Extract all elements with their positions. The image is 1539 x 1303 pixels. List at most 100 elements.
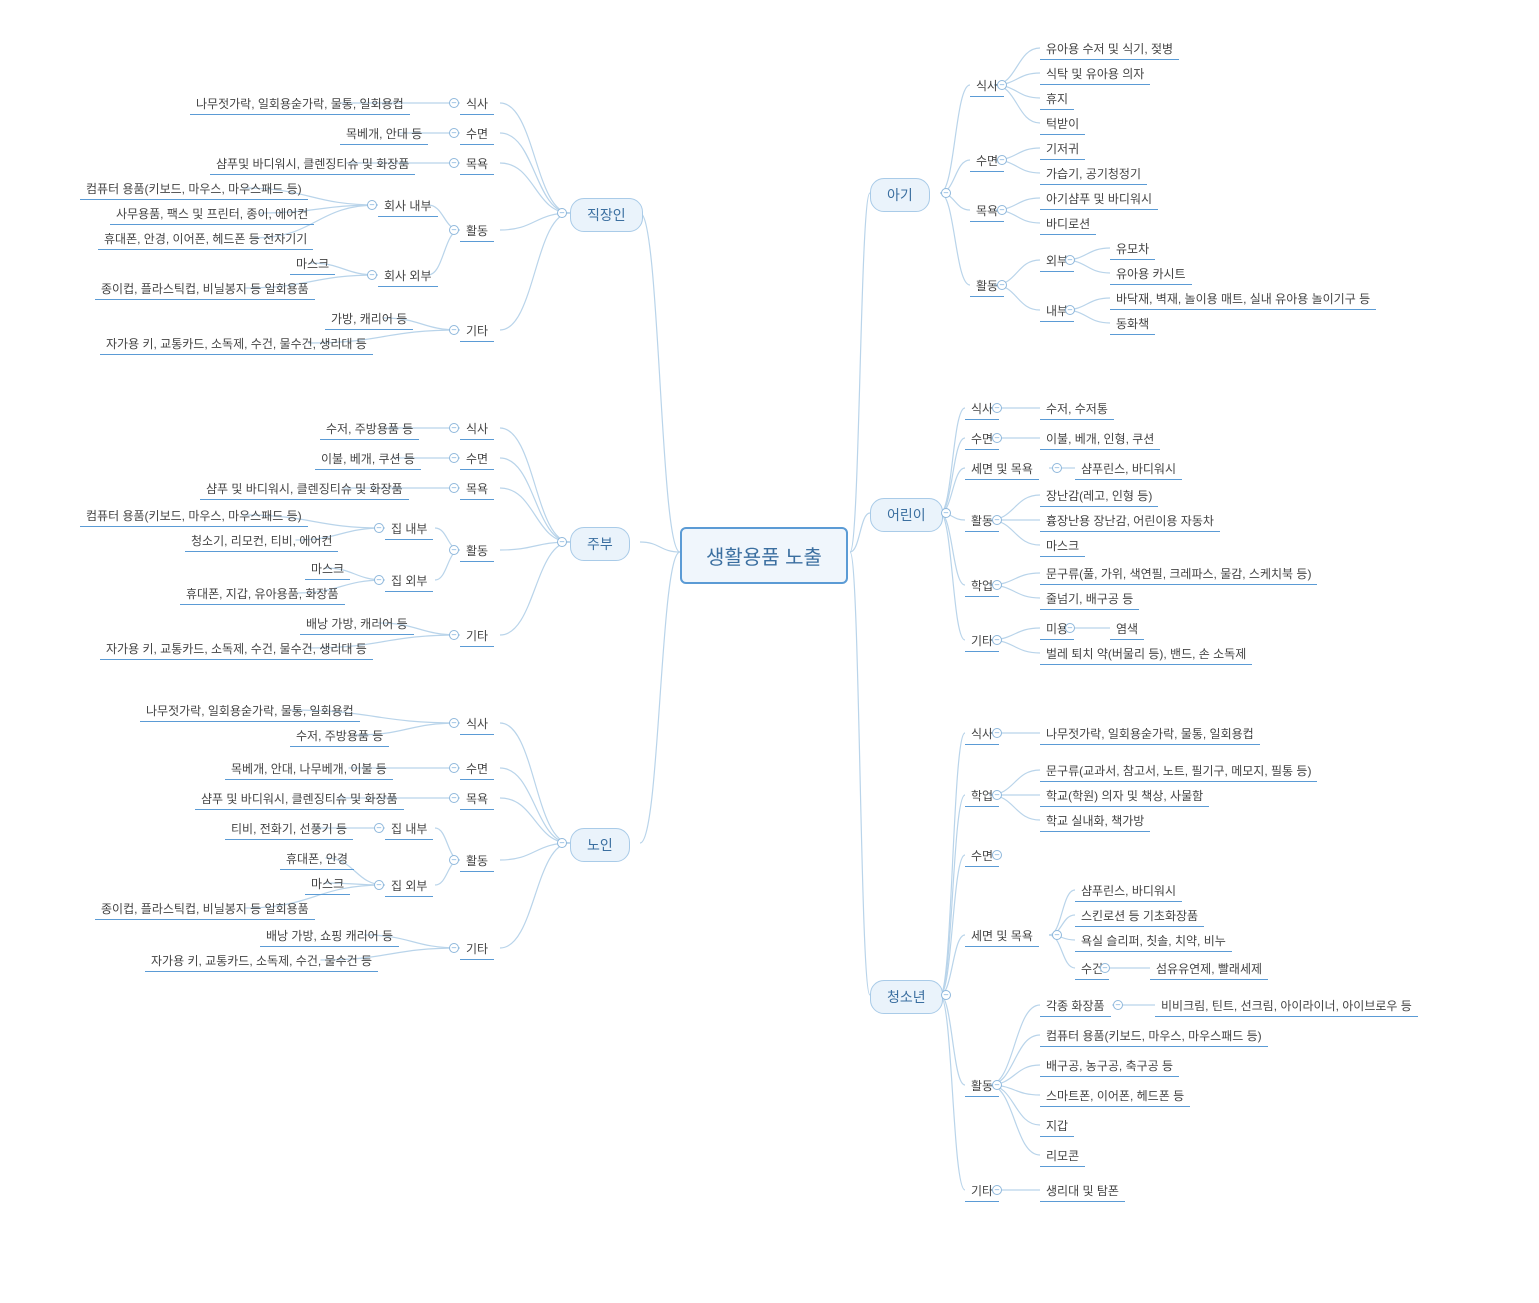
collapse-toggle[interactable]: –	[992, 580, 1002, 590]
leaf-node: 바디로션	[1040, 213, 1096, 235]
leaf-node: 바닥재, 벽재, 놀이용 매트, 실내 유아용 놀이기구 등	[1110, 288, 1376, 310]
collapse-toggle[interactable]: –	[449, 423, 459, 433]
collapse-toggle[interactable]: –	[449, 483, 459, 493]
sub-node[interactable]: 식사	[460, 418, 494, 440]
leaf-node: 아기샴푸 및 바디워시	[1040, 188, 1158, 210]
branch-teen[interactable]: 청소년	[870, 980, 943, 1014]
collapse-toggle[interactable]: –	[997, 80, 1007, 90]
collapse-toggle[interactable]: –	[1065, 623, 1075, 633]
collapse-toggle[interactable]: –	[941, 508, 951, 518]
leaf-node: 마스크	[1040, 535, 1085, 557]
sub-node[interactable]: 집 외부	[385, 570, 433, 592]
collapse-toggle[interactable]: –	[449, 225, 459, 235]
collapse-toggle[interactable]: –	[449, 545, 459, 555]
collapse-toggle[interactable]: –	[557, 537, 567, 547]
collapse-toggle[interactable]: –	[1052, 463, 1062, 473]
leaf-node: 목베개, 안대, 나무베개, 이불 등	[225, 758, 393, 780]
center-node[interactable]: 생활용품 노출	[680, 527, 848, 584]
branch-worker[interactable]: 직장인	[570, 198, 643, 232]
collapse-toggle[interactable]: –	[367, 200, 377, 210]
leaf-node: 유아용 수저 및 식기, 젖병	[1040, 38, 1179, 60]
collapse-toggle[interactable]: –	[449, 793, 459, 803]
leaf-node: 청소기, 리모컨, 티비, 에어컨	[185, 530, 338, 552]
sub-node[interactable]: 목욕	[460, 478, 494, 500]
collapse-toggle[interactable]: –	[941, 990, 951, 1000]
leaf-node: 문구류(교과서, 참고서, 노트, 필기구, 메모지, 필통 등)	[1040, 760, 1317, 782]
sub-node[interactable]: 활동	[460, 850, 494, 872]
collapse-toggle[interactable]: –	[1113, 1000, 1123, 1010]
leaf-node: 샴푸린스, 바디워시	[1075, 880, 1182, 902]
leaf-node: 줄넘기, 배구공 등	[1040, 588, 1139, 610]
branch-child[interactable]: 어린이	[870, 498, 943, 532]
sub-node[interactable]: 세면 및 목욕	[965, 458, 1039, 480]
collapse-toggle[interactable]: –	[992, 728, 1002, 738]
leaf-node: 지갑	[1040, 1115, 1074, 1137]
collapse-toggle[interactable]: –	[449, 943, 459, 953]
sub-node[interactable]: 목욕	[460, 153, 494, 175]
collapse-toggle[interactable]: –	[449, 630, 459, 640]
collapse-toggle[interactable]: –	[374, 880, 384, 890]
collapse-toggle[interactable]: –	[992, 1080, 1002, 1090]
sub-node[interactable]: 수면	[460, 448, 494, 470]
sub-node[interactable]: 집 내부	[385, 518, 433, 540]
leaf-node: 나무젓가락, 일회용숟가락, 물통, 일회용컵	[1040, 723, 1260, 745]
collapse-toggle[interactable]: –	[374, 523, 384, 533]
sub-node[interactable]: 집 외부	[385, 875, 433, 897]
collapse-toggle[interactable]: –	[449, 158, 459, 168]
branch-housewife[interactable]: 주부	[570, 527, 630, 561]
branch-baby[interactable]: 아기	[870, 178, 930, 212]
collapse-toggle[interactable]: –	[997, 280, 1007, 290]
collapse-toggle[interactable]: –	[449, 855, 459, 865]
leaf-node: 이불, 베개, 인형, 쿠션	[1040, 428, 1160, 450]
leaf-node: 리모콘	[1040, 1145, 1085, 1167]
leaf-node: 목베개, 안대 등	[340, 123, 428, 145]
collapse-toggle[interactable]: –	[997, 205, 1007, 215]
collapse-toggle[interactable]: –	[557, 208, 567, 218]
sub-node[interactable]: 집 내부	[385, 818, 433, 840]
collapse-toggle[interactable]: –	[1052, 930, 1062, 940]
collapse-toggle[interactable]: –	[992, 790, 1002, 800]
collapse-toggle[interactable]: –	[992, 635, 1002, 645]
collapse-toggle[interactable]: –	[449, 718, 459, 728]
sub-node[interactable]: 활동	[460, 540, 494, 562]
collapse-toggle[interactable]: –	[992, 515, 1002, 525]
sub-node[interactable]: 수면	[460, 758, 494, 780]
collapse-toggle[interactable]: –	[1065, 305, 1075, 315]
sub-node[interactable]: 세면 및 목욕	[965, 925, 1039, 947]
collapse-toggle[interactable]: –	[449, 763, 459, 773]
leaf-node: 학교(학원) 의자 및 책상, 사물함	[1040, 785, 1209, 807]
collapse-toggle[interactable]: –	[374, 575, 384, 585]
leaf-node: 종이컵, 플라스틱컵, 비닐봉지 등 일회용품	[95, 898, 315, 920]
sub-node[interactable]: 수면	[460, 123, 494, 145]
sub-node[interactable]: 회사 내부	[378, 195, 438, 217]
sub-node[interactable]: 각종 화장품	[1040, 995, 1111, 1017]
collapse-toggle[interactable]: –	[992, 433, 1002, 443]
collapse-toggle[interactable]: –	[1065, 255, 1075, 265]
collapse-toggle[interactable]: –	[992, 850, 1002, 860]
collapse-toggle[interactable]: –	[992, 1185, 1002, 1195]
sub-node[interactable]: 회사 외부	[378, 265, 438, 287]
collapse-toggle[interactable]: –	[449, 453, 459, 463]
sub-node[interactable]: 기타	[460, 938, 494, 960]
collapse-toggle[interactable]: –	[449, 128, 459, 138]
collapse-toggle[interactable]: –	[1100, 963, 1110, 973]
collapse-toggle[interactable]: –	[992, 403, 1002, 413]
sub-node[interactable]: 기타	[460, 320, 494, 342]
collapse-toggle[interactable]: –	[367, 270, 377, 280]
collapse-toggle[interactable]: –	[557, 838, 567, 848]
collapse-toggle[interactable]: –	[449, 98, 459, 108]
collapse-toggle[interactable]: –	[941, 188, 951, 198]
leaf-node: 스마트폰, 이어폰, 헤드폰 등	[1040, 1085, 1190, 1107]
sub-node[interactable]: 식사	[460, 713, 494, 735]
sub-node[interactable]: 목욕	[460, 788, 494, 810]
collapse-toggle[interactable]: –	[374, 823, 384, 833]
sub-node[interactable]: 식사	[460, 93, 494, 115]
branch-elder[interactable]: 노인	[570, 828, 630, 862]
collapse-toggle[interactable]: –	[449, 325, 459, 335]
collapse-toggle[interactable]: –	[997, 155, 1007, 165]
sub-node[interactable]: 활동	[460, 220, 494, 242]
leaf-node: 염색	[1110, 618, 1144, 640]
leaf-node: 자가용 키, 교통카드, 소독제, 수건, 물수건, 생리대 등	[100, 638, 373, 660]
sub-node[interactable]: 기타	[460, 625, 494, 647]
leaf-node: 나무젓가락, 일회용숟가락, 물통, 일회용컵	[140, 700, 360, 722]
